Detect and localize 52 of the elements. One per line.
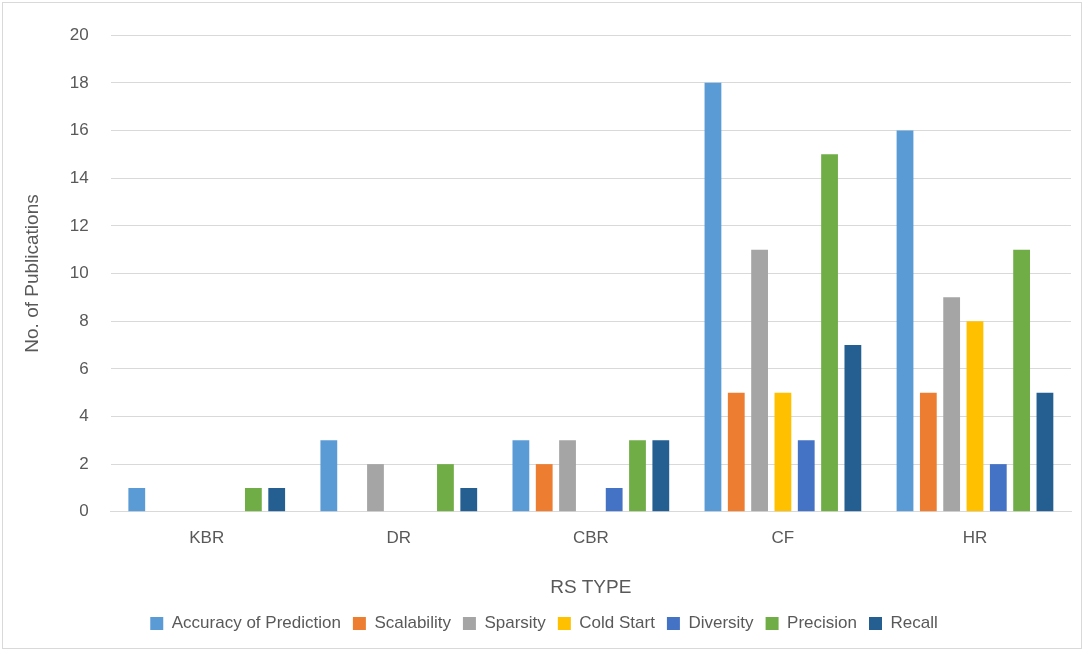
bar: [268, 487, 286, 512]
bar: [797, 440, 815, 512]
bar: [966, 321, 984, 512]
y-tick-label: 14: [69, 167, 89, 187]
legend-label: Cold Start: [579, 613, 656, 633]
y-tick-label: 6: [79, 358, 89, 378]
bar: [559, 440, 576, 512]
bar: [512, 440, 530, 512]
bar: [919, 392, 937, 512]
legend-label: Recall: [890, 613, 938, 633]
bar: [943, 297, 961, 512]
x-tick-label: KBR: [189, 527, 225, 547]
bar: [605, 487, 623, 512]
bar: [629, 440, 646, 512]
bar: [652, 440, 670, 512]
bar: [1036, 392, 1054, 512]
x-tick-label: HR: [962, 527, 988, 547]
y-tick-label: 12: [69, 215, 89, 235]
y-tick-label: 10: [69, 263, 89, 283]
bar: [896, 130, 914, 512]
y-axis-title: No. of Publications: [20, 194, 42, 353]
bar: [460, 487, 478, 512]
y-tick-label: 20: [69, 24, 89, 44]
bar: [367, 464, 384, 512]
x-tick-label: DR: [386, 527, 412, 547]
bar: [989, 464, 1007, 512]
legend-label: Sparsity: [484, 613, 547, 633]
y-tick-label: 2: [79, 453, 89, 473]
bar: [244, 487, 262, 512]
x-axis-title: RS TYPE: [550, 575, 632, 597]
legend-label: Diversity: [688, 613, 755, 633]
bar: [727, 392, 745, 512]
bar: [704, 82, 722, 512]
y-tick-label: 18: [69, 72, 89, 92]
bar: [535, 464, 553, 512]
bar: [774, 392, 792, 512]
y-tick-label: 16: [69, 120, 89, 140]
legend-label: Accuracy of Prediction: [171, 613, 341, 633]
x-tick-label: CBR: [572, 527, 609, 547]
bar: [844, 344, 862, 512]
bar: [128, 487, 146, 512]
x-tick-label: CF: [771, 527, 795, 547]
bar: [320, 440, 338, 512]
legend-label: Precision: [787, 613, 858, 633]
y-tick-label: 8: [79, 310, 89, 330]
y-tick-label: 4: [79, 406, 89, 426]
y-tick-label: 0: [79, 501, 89, 521]
bar: [1013, 249, 1031, 512]
bar: [437, 464, 454, 512]
bar: [751, 249, 768, 512]
legend-label: Scalability: [374, 613, 452, 633]
bar: [821, 154, 838, 512]
